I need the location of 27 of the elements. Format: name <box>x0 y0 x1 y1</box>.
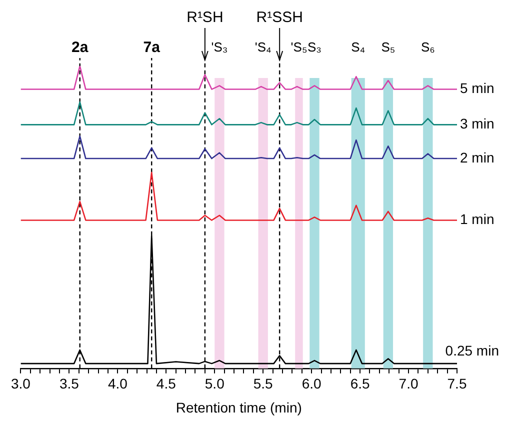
x-tick-label: 7.0 <box>398 376 418 392</box>
band-label: S₄ <box>351 40 366 55</box>
series-label: 1 min <box>460 211 494 228</box>
band-label: 'S₄ <box>254 40 272 55</box>
band-label: S₆ <box>420 40 435 55</box>
ref-line-label: R¹SSH <box>256 9 303 26</box>
x-tick-label: 6.0 <box>302 376 322 392</box>
x-tick-label: 3.0 <box>10 376 31 392</box>
x-axis-title: Retention time (min) <box>176 399 302 416</box>
series-label: 2 min <box>460 149 494 166</box>
x-tick-label: 5.0 <box>204 376 225 392</box>
ref-line-label: R¹SH <box>186 9 224 26</box>
x-tick-label: 5.5 <box>253 376 274 392</box>
x-tick-label: 4.0 <box>108 376 128 392</box>
series-label: 0.25 min <box>445 342 499 358</box>
ref-line-label: 2a <box>72 39 89 56</box>
ref-line-label: 7a <box>143 39 161 56</box>
x-tick-label: 4.5 <box>156 376 176 392</box>
band-label: S₃ <box>308 40 322 55</box>
x-tick-label: 7.5 <box>447 376 467 392</box>
x-tick-label: 6.5 <box>350 376 370 392</box>
x-tick-label: 3.5 <box>59 376 80 392</box>
band-label: S₅ <box>381 40 396 55</box>
band-label: 'S₃ <box>211 40 228 55</box>
band-label: 'S₅ <box>290 40 308 55</box>
series-label: 5 min <box>460 80 494 96</box>
series-label: 3 min <box>460 116 494 132</box>
